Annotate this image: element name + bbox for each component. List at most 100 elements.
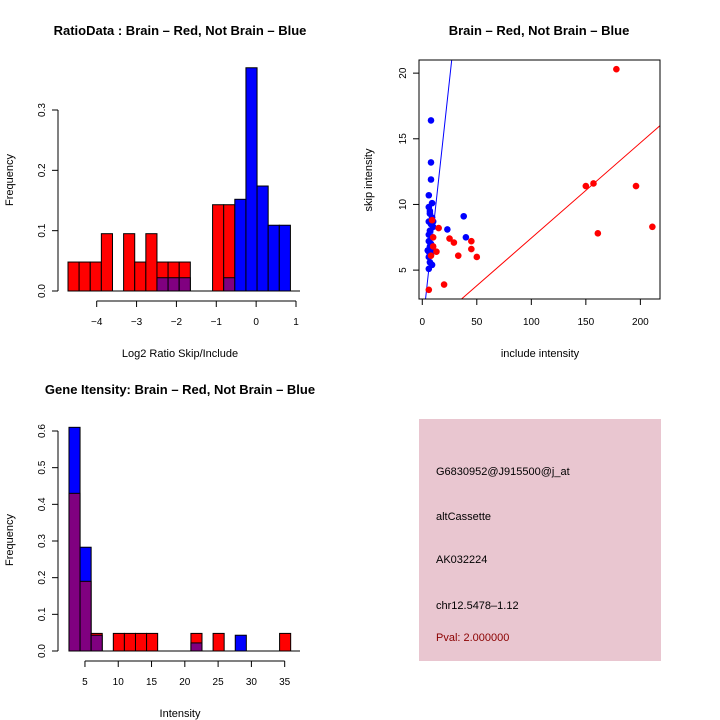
histogram-bar: [146, 632, 159, 652]
x-tick-label: 35: [279, 677, 291, 688]
histogram-bar: [212, 632, 225, 652]
histogram-bar: [134, 261, 147, 292]
gene-intensity-title: Gene Itensity: Brain – Red, Not Brain – …: [45, 382, 315, 397]
gene-intensity-ylabel: Frequency: [4, 514, 16, 566]
histogram-bar: [256, 185, 269, 292]
scatter-point: [425, 191, 433, 199]
scatter-point: [435, 224, 442, 232]
scatter-point: [429, 243, 437, 250]
scatter-point: [425, 265, 433, 273]
histogram-bar: [89, 261, 102, 292]
x-tick-label: 25: [213, 677, 225, 688]
y-tick-label: 5: [398, 267, 409, 273]
histogram-overlap-bar: [190, 642, 203, 652]
gene-intensity-histogram-panel: Gene Itensity: Brain – Red, Not Brain – …: [4, 382, 315, 720]
histogram-bar: [234, 634, 247, 652]
p-value: Pval: 2.000000: [436, 632, 510, 644]
scatter-point: [462, 233, 470, 241]
y-tick-label: 0.3: [37, 534, 48, 548]
scatter-xlabel: include intensity: [501, 348, 580, 360]
scatter-plot-border: [418, 59, 661, 300]
histogram-bar: [267, 224, 280, 292]
x-tick-label: 50: [471, 317, 483, 328]
y-tick-label: 0.0: [37, 644, 48, 658]
scatter-point: [427, 176, 435, 183]
histogram-bar: [134, 632, 148, 652]
scatter-point: [425, 286, 433, 294]
gene-info-panel: G6830952@J915500@j_at altCassette AK0322…: [419, 419, 661, 661]
x-tick-label: −3: [131, 317, 143, 328]
y-tick-label: 20: [398, 67, 409, 79]
y-tick-label: 0.1: [37, 607, 48, 621]
scatter-ylabel: skip intensity: [363, 148, 375, 211]
scatter-plot-area: [424, 60, 660, 299]
scatter-point: [590, 180, 597, 187]
y-tick-label: 10: [398, 198, 409, 210]
scatter-point: [454, 252, 462, 259]
y-tick-label: 0.1: [37, 223, 48, 237]
histogram-bar: [245, 67, 258, 292]
scatter-point: [594, 230, 602, 237]
histogram-overlap-bar: [178, 277, 191, 292]
histogram-bar: [112, 632, 125, 652]
histogram-bar: [67, 261, 80, 292]
x-tick-label: 5: [82, 677, 88, 688]
histogram-bar: [278, 224, 291, 292]
scatter-point: [426, 207, 434, 215]
x-tick-label: 15: [146, 677, 158, 688]
ratio-histogram-ylabel: Frequency: [4, 154, 16, 206]
scatter-point: [440, 281, 448, 288]
histogram-bar: [123, 632, 136, 652]
chromosome-location: chr12.5478–1.12: [436, 600, 519, 612]
histogram-overlap-bar: [156, 277, 169, 292]
scatter-point: [446, 235, 453, 242]
probe-id: G6830952@J915500@j_at: [436, 466, 570, 478]
scatter-point: [582, 182, 590, 190]
x-tick-label: 0: [419, 317, 425, 328]
histogram-bar: [100, 233, 113, 292]
y-tick-label: 0.4: [37, 497, 48, 511]
x-tick-label: 200: [632, 317, 649, 328]
histogram-overlap-bar: [90, 634, 103, 652]
y-tick-label: 0.2: [37, 570, 48, 584]
x-tick-label: 1: [293, 317, 299, 328]
x-tick-label: 150: [578, 317, 595, 328]
y-tick-label: 0.2: [37, 163, 48, 177]
x-tick-label: 30: [246, 677, 258, 688]
x-tick-label: 20: [179, 677, 191, 688]
scatter-point: [429, 233, 437, 241]
scatter-title: Brain – Red, Not Brain – Blue: [449, 23, 630, 38]
histogram-overlap-bar: [68, 492, 81, 652]
scatter-point: [649, 223, 656, 231]
scatter-point: [428, 216, 436, 224]
histogram-overlap-bar: [167, 277, 180, 292]
y-tick-label: 0.3: [37, 103, 48, 117]
histogram-overlap-bar: [223, 277, 236, 292]
histogram-bar: [212, 204, 225, 292]
x-tick-label: −1: [211, 317, 223, 328]
y-tick-label: 15: [398, 133, 409, 145]
scatter-point: [433, 248, 440, 256]
scatter-point: [427, 159, 435, 166]
accession-id: AK032224: [436, 554, 488, 566]
event-type: altCassette: [436, 511, 492, 523]
scatter-point: [468, 237, 475, 245]
gene-intensity-xlabel: Intensity: [160, 708, 201, 720]
histogram-overlap-bar: [79, 580, 92, 652]
x-tick-label: 10: [113, 677, 125, 688]
scatter-point: [632, 182, 640, 190]
x-tick-label: −4: [91, 317, 103, 328]
histogram-bar: [78, 261, 91, 292]
scatter-point: [460, 212, 468, 220]
y-tick-label: 0.5: [37, 460, 48, 474]
scatter-point: [424, 247, 432, 254]
ratio-histogram-title: RatioData : Brain – Red, Not Brain – Blu…: [54, 23, 307, 38]
y-tick-label: 0.0: [37, 284, 48, 298]
scatter-point: [473, 253, 481, 261]
x-tick-label: 100: [523, 317, 540, 328]
ratio-histogram-panel: RatioData : Brain – Red, Not Brain – Blu…: [4, 23, 306, 360]
scatter-point: [427, 252, 435, 259]
histogram-bar: [123, 233, 136, 292]
ratio-histogram-xlabel: Log2 Ratio Skip/Include: [122, 348, 238, 360]
histogram-bar: [279, 632, 292, 652]
